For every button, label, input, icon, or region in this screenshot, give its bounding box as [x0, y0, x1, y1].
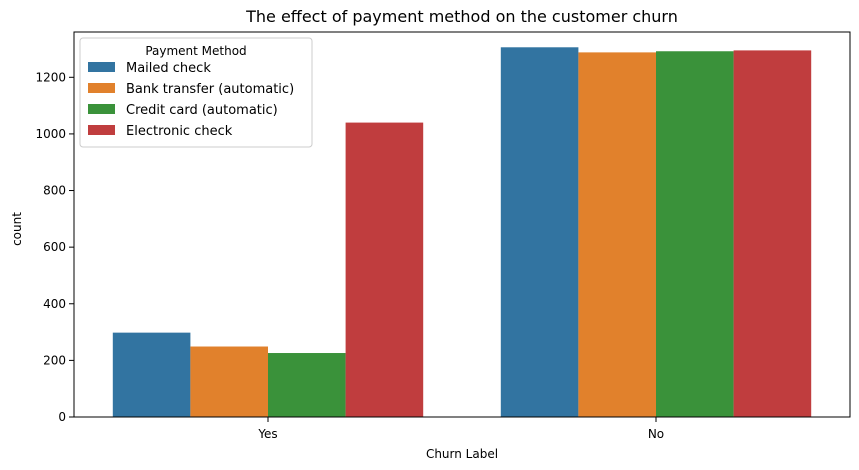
bar-no-mailed-check — [500, 47, 579, 417]
legend-frame — [79, 37, 313, 148]
y-tick-label: 1000 — [35, 127, 66, 141]
bar-yes-mailed-check — [112, 332, 191, 417]
y-tick-label: 800 — [43, 184, 66, 198]
legend-swatch-electronic-check — [88, 125, 115, 135]
y-tick-label: 600 — [43, 240, 66, 254]
y-axis-label: count — [10, 212, 24, 246]
ticks: Yes No 0 200 400 600 800 1000 1200 — [35, 70, 664, 441]
bar-no-credit-card-automatic — [656, 51, 734, 417]
bar-no-bank-transfer-automatic — [578, 52, 656, 417]
y-tick-label: 0 — [58, 410, 66, 424]
legend-label: Electronic check — [126, 124, 233, 139]
legend-label: Bank transfer (automatic) — [126, 82, 294, 97]
y-tick-label: 1200 — [35, 70, 66, 84]
legend-label: Credit card (automatic) — [126, 103, 278, 118]
x-tick-label: Yes — [257, 427, 277, 441]
legend-swatch-mailed-check — [88, 62, 115, 72]
bar-yes-bank-transfer-automatic — [190, 346, 268, 417]
x-tick-label: No — [648, 427, 664, 441]
chart-title: The effect of payment method on the cust… — [245, 7, 678, 26]
x-axis-label: Churn Label — [426, 447, 498, 461]
legend-label: Mailed check — [126, 61, 211, 76]
y-tick-label: 400 — [43, 297, 66, 311]
legend-swatch-bank-transfer-automatic — [88, 83, 115, 93]
legend-swatch-credit-card-automatic — [88, 104, 115, 114]
axes — [73, 31, 851, 418]
y-tick-label: 200 — [43, 353, 66, 367]
plot-frame — [73, 31, 851, 418]
bars — [112, 47, 812, 418]
legend: Payment Method Mailed check Bank transfer… — [79, 37, 313, 148]
legend-title: Payment Method — [145, 44, 246, 58]
bar-yes-credit-card-automatic — [268, 353, 346, 417]
bar-no-electronic-check — [733, 50, 812, 418]
bar-yes-electronic-check — [345, 122, 424, 418]
